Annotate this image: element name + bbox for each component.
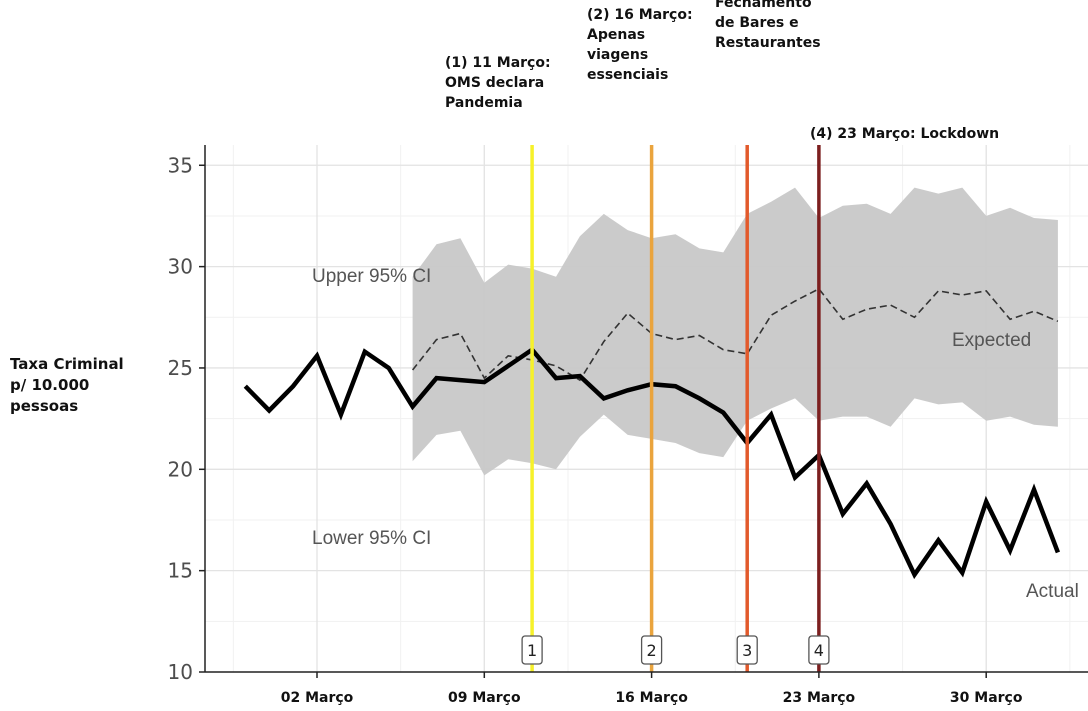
axes: 10 15 20 25 30 35 02 Março 09 Março 16 Março 23 M… [10,145,1088,706]
event-annotation-2: Apenas [587,27,645,43]
expected-label: Expected [952,330,1031,351]
event-annotation-1: (1) 11 Março: [445,55,551,71]
event-markers: 1 (1) 11 Março: OMS declara Pandemia 2 (2) 16… [445,0,999,672]
y-tick-label: 20 [168,457,193,481]
chart-labels: Upper 95% CI Lower 95% CI Expected Actua… [312,266,1079,602]
y-axis-label: p/ 10.000 [10,376,89,394]
y-axis-label: pessoas [10,397,78,415]
event-annotation-3: Restaurantes [715,35,821,51]
y-tick-label: 10 [168,660,193,684]
event-annotation-2: viagens [587,47,648,63]
x-tick-label: 02 Março [281,690,354,706]
lower-ci-label: Lower 95% CI [312,528,431,549]
x-tick-label: 16 Março [615,690,688,706]
event-annotation-1: Pandemia [445,95,523,111]
event-annotation-2: essenciais [587,67,668,83]
event-annotation-3: Fechamento [715,0,812,11]
event-annotation-1: OMS declara [445,75,544,91]
event-box-label-1: 1 [527,641,537,660]
event-box-label-2: 2 [647,641,657,660]
x-tick-label: 09 Março [448,690,521,706]
actual-label: Actual [1026,581,1079,602]
y-tick-label: 35 [168,153,193,177]
event-box-2 [640,635,663,665]
ci-band-area [412,187,1058,476]
y-tick-label: 15 [168,559,193,583]
x-tick-label: 23 Março [783,690,856,706]
event-box-label-4: 4 [814,641,824,660]
y-tick-label: 25 [168,356,193,380]
event-box-4 [808,635,830,665]
event-annotation-2: (2) 16 Março: [587,7,693,23]
event-box-3 [736,635,758,665]
y-tick-label: 30 [168,255,193,279]
confidence-band [412,187,1058,476]
event-annotation-3: de Bares e [715,15,799,31]
x-tick-label: 30 Março [950,690,1023,706]
event-box-label-3: 3 [742,641,752,660]
y-axis-label: Taxa Criminal [10,355,124,373]
event-annotation-4: (4) 23 Março: Lockdown [810,126,999,142]
upper-ci-label: Upper 95% CI [312,266,431,287]
event-box-1 [521,635,543,665]
